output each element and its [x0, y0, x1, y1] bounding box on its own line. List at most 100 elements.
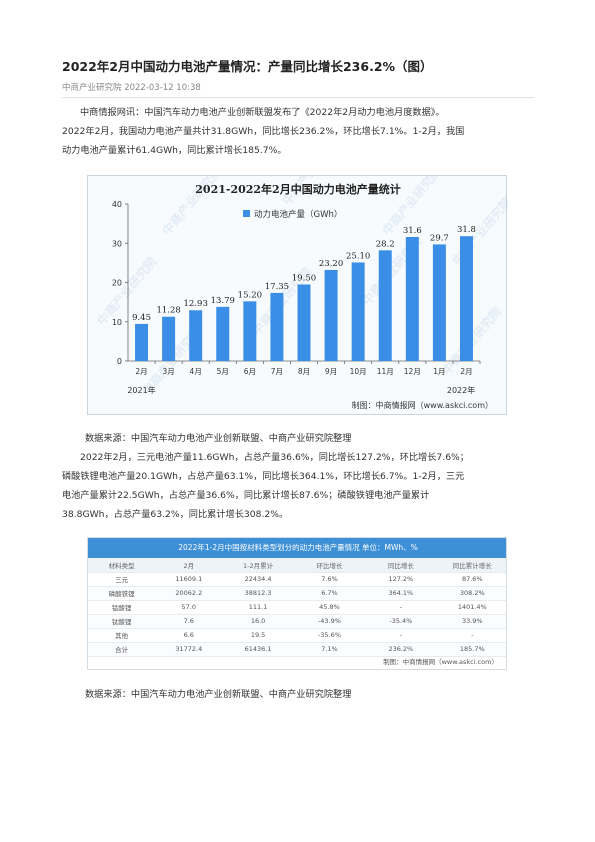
table-header-row: 材料类型 2月 1-2月累计 环比增长 同比增长 同比累计增长 [88, 558, 506, 573]
bar-value-label: 11.28 [156, 306, 180, 316]
table-cell: 57.0 [155, 600, 223, 615]
table-cell: 合计 [88, 642, 156, 657]
x-tick-label: 8月 [298, 367, 310, 376]
table-cell: 20062.2 [155, 586, 223, 601]
article-title: 2022年2月中国动力电池产量情况：产量同比增长236.2%（图） [62, 59, 433, 74]
table-cell: 磷酸铁锂 [88, 586, 156, 601]
bar-value-label: 9.45 [132, 313, 151, 323]
table-header-cell: 材料类型 [88, 558, 156, 573]
table-cell: -35.6% [293, 628, 366, 643]
table-cell: 1401.4% [436, 600, 506, 615]
x-tick-label: 7月 [271, 367, 283, 376]
bar-value-label: 25.10 [346, 251, 370, 261]
divider [62, 97, 534, 98]
table-cell: 111.1 [222, 600, 294, 615]
y-tick-label: 30 [112, 239, 122, 248]
table-row: 合计 31772.4 61436.1 7.1% 236.2% 185.7% [88, 642, 506, 657]
x-tick-label: 3月 [162, 367, 174, 376]
bar [297, 284, 311, 361]
table-cell: 45.8% [293, 600, 366, 615]
bar-chart: 中商产业研究院中商产业研究院中商产业研究院中商产业研究院中商产业研究院中商产业研… [87, 175, 508, 415]
bar-value-label: 17.35 [265, 282, 289, 292]
table-cell: 6.6 [155, 628, 223, 643]
table-credit: 制图：中商情报网（www.askci.com） [383, 658, 498, 666]
x-tick-label: 2月 [135, 367, 147, 376]
bar-value-label: 29.7 [430, 233, 449, 243]
table-cell: 钛酸锂 [88, 614, 156, 629]
bar-value-label: 31.6 [403, 226, 422, 236]
paragraph-2: 2022年2月，三元电池产量11.6GWh，占总产量36.6%，同比增长127.… [62, 448, 536, 524]
bar [162, 316, 176, 361]
table-header-cell: 同比累计增长 [436, 558, 506, 573]
x-tick-label: 9月 [325, 367, 337, 376]
table-cell: 6.7% [293, 586, 366, 601]
table-row: 钛酸锂 7.6 16.0 -43.9% -35.4% 33.9% [88, 614, 506, 629]
data-source-2: 数据来源：中国汽车动力电池产业创新联盟、中商产业研究院整理 [85, 689, 352, 700]
table-cell: 127.2% [365, 572, 437, 587]
bar [378, 250, 392, 361]
bar [459, 236, 473, 361]
table-cell: 185.7% [436, 642, 506, 657]
x-tick-label: 5月 [217, 367, 229, 376]
data-source-1: 数据来源：中国汽车动力电池产业创新联盟、中商产业研究院整理 [85, 433, 352, 444]
x-tick-label: 6月 [244, 367, 256, 376]
table-cell: - [365, 628, 437, 643]
table-header-cell: 环比增长 [293, 558, 366, 573]
table-cell: 236.2% [365, 642, 437, 657]
table-cell: 7.6% [293, 572, 366, 587]
table-cell: 16.0 [222, 614, 294, 629]
paragraph-line: 2022年2月，三元电池产量11.6GWh，占总产量36.6%，同比增长127.… [80, 452, 469, 463]
table-cell: 38812.3 [222, 586, 294, 601]
bar [270, 292, 284, 361]
x-tick-label: 4月 [190, 367, 202, 376]
bar [189, 310, 203, 361]
paragraph-line: 38.8GWh，占总产量63.2%，同比累计增长308.2%。 [62, 509, 289, 520]
table-cell: - [436, 628, 506, 643]
year-label: 2022年 [447, 385, 475, 395]
paragraph-line: 动力电池产量累计61.4GWh，同比累计增长185.7%。 [62, 145, 287, 156]
chart-credit: 制图：中商情报网（www.askci.com） [352, 400, 493, 410]
x-tick-label: 1月 [433, 367, 445, 376]
bar [216, 306, 230, 361]
table-cell: 其他 [88, 628, 156, 643]
table-cell: 7.6 [155, 614, 223, 629]
table-cell: 364.1% [365, 586, 437, 601]
paragraph-line: 电池产量累计22.5GWh，占总产量36.6%，同比累计增长87.6%；磷酸铁锂… [62, 490, 430, 501]
table-cell: 31772.4 [155, 642, 223, 657]
bar [243, 301, 257, 361]
chart-title: 2021-2022年2月中国动力电池产量统计 [195, 182, 400, 196]
table-cell: 锰酸锂 [88, 600, 156, 615]
table-cell: 7.1% [293, 642, 366, 657]
year-label: 2021年 [127, 385, 155, 395]
y-tick-label: 20 [112, 279, 122, 288]
table-cell: -43.9% [293, 614, 366, 629]
table-cell: 33.9% [436, 614, 506, 629]
table-row: 磷酸铁锂 20062.2 38812.3 6.7% 364.1% 308.2% [88, 586, 506, 601]
chart-svg: 中商产业研究院中商产业研究院中商产业研究院中商产业研究院中商产业研究院中商产业研… [94, 176, 508, 410]
table-cell: 61436.1 [222, 642, 294, 657]
bar [405, 236, 419, 361]
table: 材料类型 2月 1-2月累计 环比增长 同比增长 同比累计增长 三元 11609.1 22434… [88, 558, 506, 657]
bar-value-label: 13.79 [211, 296, 235, 306]
x-tick-label: 11月 [377, 367, 394, 376]
data-table: 2022年1-2月中国按材料类型划分的动力电池产量情况 单位：MWh、% 材料类… [87, 537, 507, 670]
table-title: 2022年1-2月中国按材料类型划分的动力电池产量情况 单位：MWh、% [88, 538, 506, 558]
bar [135, 323, 149, 361]
legend-swatch [243, 210, 250, 217]
y-tick-label: 0 [117, 357, 122, 366]
table-cell: 19.5 [222, 628, 294, 643]
x-tick-label: 10月 [350, 367, 367, 376]
paragraph-1: 中商情报网讯：中国汽车动力电池产业创新联盟发布了《2022年2月动力电池月度数据… [62, 103, 536, 160]
paragraph-line: 磷酸铁锂电池产量20.1GWh，占总产量63.1%，同比增长364.1%，环比增… [62, 471, 465, 482]
table-cell: -35.4% [365, 614, 437, 629]
table-cell: 308.2% [436, 586, 506, 601]
table-header-cell: 1-2月累计 [222, 558, 294, 573]
paragraph-line: 中商情报网讯：中国汽车动力电池产业创新联盟发布了《2022年2月动力电池月度数据… [80, 107, 445, 118]
bar-value-label: 12.93 [184, 299, 208, 309]
bar-value-label: 31.8 [457, 225, 476, 235]
bar [351, 262, 365, 361]
bar-value-label: 23.20 [319, 259, 343, 269]
table-cell: 22434.4 [222, 572, 294, 587]
table-cell: 三元 [88, 572, 156, 587]
y-tick-label: 10 [112, 318, 122, 327]
